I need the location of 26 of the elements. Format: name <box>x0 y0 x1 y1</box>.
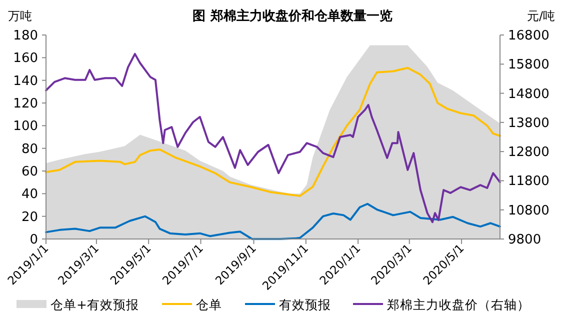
y2-tick-label: 15800 <box>508 58 550 73</box>
legend-label: 郑棉主力收盘价（右轴） <box>387 297 530 312</box>
legend-label: 仓单 <box>196 297 222 312</box>
y-tick-label: 120 <box>13 96 38 112</box>
y2-tick-label: 10800 <box>508 203 550 218</box>
y-tick-label: 100 <box>13 119 38 134</box>
y-axis-title: 万吨 <box>8 9 32 23</box>
line-series <box>45 66 501 197</box>
y-tick-label: 80 <box>21 142 38 157</box>
y2-tick-label: 12800 <box>508 145 550 160</box>
y2-tick-label: 11800 <box>508 174 550 190</box>
y2-tick-label: 14800 <box>508 86 550 102</box>
y-tick-label: 0 <box>30 232 38 248</box>
y-tick-label: 60 <box>21 164 38 180</box>
y2-tick-label: 16800 <box>508 28 550 44</box>
y-tick-label: 40 <box>21 187 38 202</box>
legend-label: 仓单+有效预报 <box>50 297 139 312</box>
y-tick-label: 160 <box>13 51 38 66</box>
y2-tick-label: 13800 <box>508 116 550 131</box>
y2-axis-title: 元/吨 <box>526 9 555 23</box>
chart-title: 图 郑棉主力收盘价和仓单数量一览 <box>192 8 392 24</box>
y-tick-label: 20 <box>21 210 38 225</box>
y-tick-label: 140 <box>13 74 38 89</box>
y-tick-label: 180 <box>13 28 38 44</box>
legend-label: 有效预报 <box>279 297 331 312</box>
y2-tick-label: 9800 <box>508 232 542 248</box>
